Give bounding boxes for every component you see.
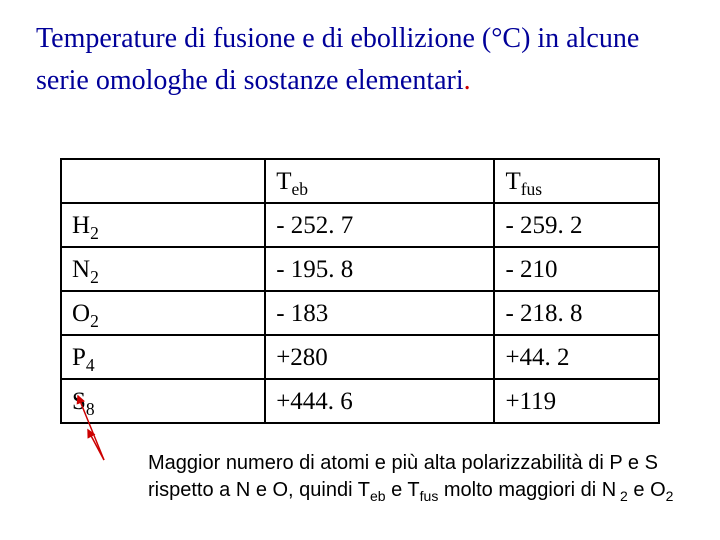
cell-teb: - 252. 7 — [265, 203, 494, 247]
cell-teb: +444. 6 — [265, 379, 494, 423]
cell-tfus: +44. 2 — [494, 335, 659, 379]
cell-tfus: +119 — [494, 379, 659, 423]
slide-title: Temperature di fusione e di ebollizione … — [36, 18, 684, 102]
data-table: Teb Tfus H2 - 252. 7 - 259. 2 N2 - 195. … — [60, 158, 660, 424]
cell-tfus: - 210 — [494, 247, 659, 291]
col-header-tfus: Tfus — [494, 159, 659, 203]
row-label: N2 — [61, 247, 265, 291]
col-header-blank — [61, 159, 265, 203]
table-row: H2 - 252. 7 - 259. 2 — [61, 203, 659, 247]
cell-tfus: - 259. 2 — [494, 203, 659, 247]
row-label: S8 — [61, 379, 265, 423]
table-row: N2 - 195. 8 - 210 — [61, 247, 659, 291]
cell-tfus: - 218. 8 — [494, 291, 659, 335]
title-text: Temperature di fusione e di ebollizione … — [36, 23, 639, 96]
table-header-row: Teb Tfus — [61, 159, 659, 203]
col-header-teb-sub: eb — [291, 179, 308, 199]
table-row: O2 - 183 - 218. 8 — [61, 291, 659, 335]
table-row: S8 +444. 6 +119 — [61, 379, 659, 423]
col-header-tfus-base: T — [505, 168, 520, 195]
col-header-teb: Teb — [265, 159, 494, 203]
row-label: O2 — [61, 291, 265, 335]
cell-teb: - 183 — [265, 291, 494, 335]
title-dot: . — [464, 65, 471, 96]
annotation-caption: Maggior numero di atomi e più alta polar… — [148, 450, 688, 504]
col-header-teb-base: T — [276, 168, 291, 195]
cell-teb: - 195. 8 — [265, 247, 494, 291]
col-header-tfus-sub: fus — [521, 179, 542, 199]
table-row: P4 +280 +44. 2 — [61, 335, 659, 379]
row-label: H2 — [61, 203, 265, 247]
data-table-container: Teb Tfus H2 - 252. 7 - 259. 2 N2 - 195. … — [60, 158, 660, 424]
cell-teb: +280 — [265, 335, 494, 379]
row-label: P4 — [61, 335, 265, 379]
